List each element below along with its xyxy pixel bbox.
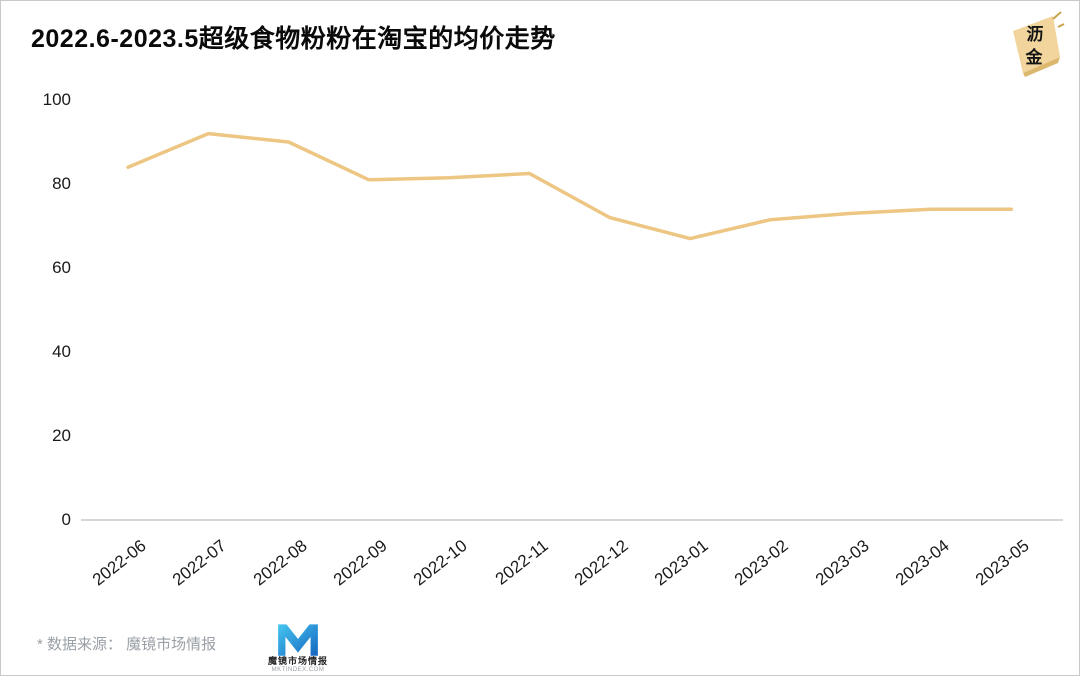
price-trend-line — [126, 131, 1014, 241]
x-axis-tick-label: 2022-11 — [491, 536, 552, 589]
x-axis-tick-label: 2023-03 — [811, 536, 873, 590]
x-axis-tick-label: 2022-08 — [249, 536, 311, 590]
badge-char-top: 沥 — [1027, 25, 1044, 44]
x-axis-tick-label: 2023-01 — [650, 536, 712, 590]
badge-shape-shadow — [1023, 57, 1060, 77]
page-title: 2022.6-2023.5超级食物粉粉在淘宝的均价走势 — [31, 25, 556, 53]
badge-sparkle-icon — [1057, 23, 1065, 28]
x-axis-tick-label: 2022-10 — [410, 536, 471, 590]
mktindex-logo: 魔镜市场情报 MKTINDEX.COM — [259, 621, 337, 673]
badge-sparkle-icon — [1052, 11, 1062, 20]
mktindex-logo-domain: MKTINDEX.COM — [271, 666, 325, 673]
y-axis-tick-label: 80 — [52, 174, 71, 193]
mktindex-m-icon — [278, 624, 318, 656]
x-axis-tick-label: 2022-07 — [169, 536, 230, 590]
mktindex-logo-name: 魔镜市场情报 — [267, 656, 328, 666]
badge-shape — [1013, 16, 1060, 73]
x-axis-tick-label: 2022-06 — [88, 536, 150, 590]
y-axis-tick-label: 100 — [42, 90, 71, 109]
x-axis-tick-label: 2023-02 — [731, 536, 793, 590]
x-axis-tick-label: 2022-12 — [570, 536, 632, 590]
x-axis-tick-label: 2023-04 — [891, 536, 953, 590]
y-axis-tick-label: 40 — [52, 342, 71, 361]
badge-char-bottom: 金 — [1025, 47, 1044, 67]
x-axis-tick-label: 2023-05 — [972, 536, 1033, 590]
lijin-badge-logo: 沥 金 — [1013, 11, 1065, 77]
data-source-note: * 数据来源： 魔镜市场情报 — [37, 636, 217, 653]
y-axis-tick-label: 0 — [61, 510, 71, 529]
x-axis-tick-label: 2022-09 — [329, 536, 391, 590]
y-axis-tick-label: 60 — [52, 258, 71, 277]
y-axis-tick-label: 20 — [52, 426, 71, 445]
